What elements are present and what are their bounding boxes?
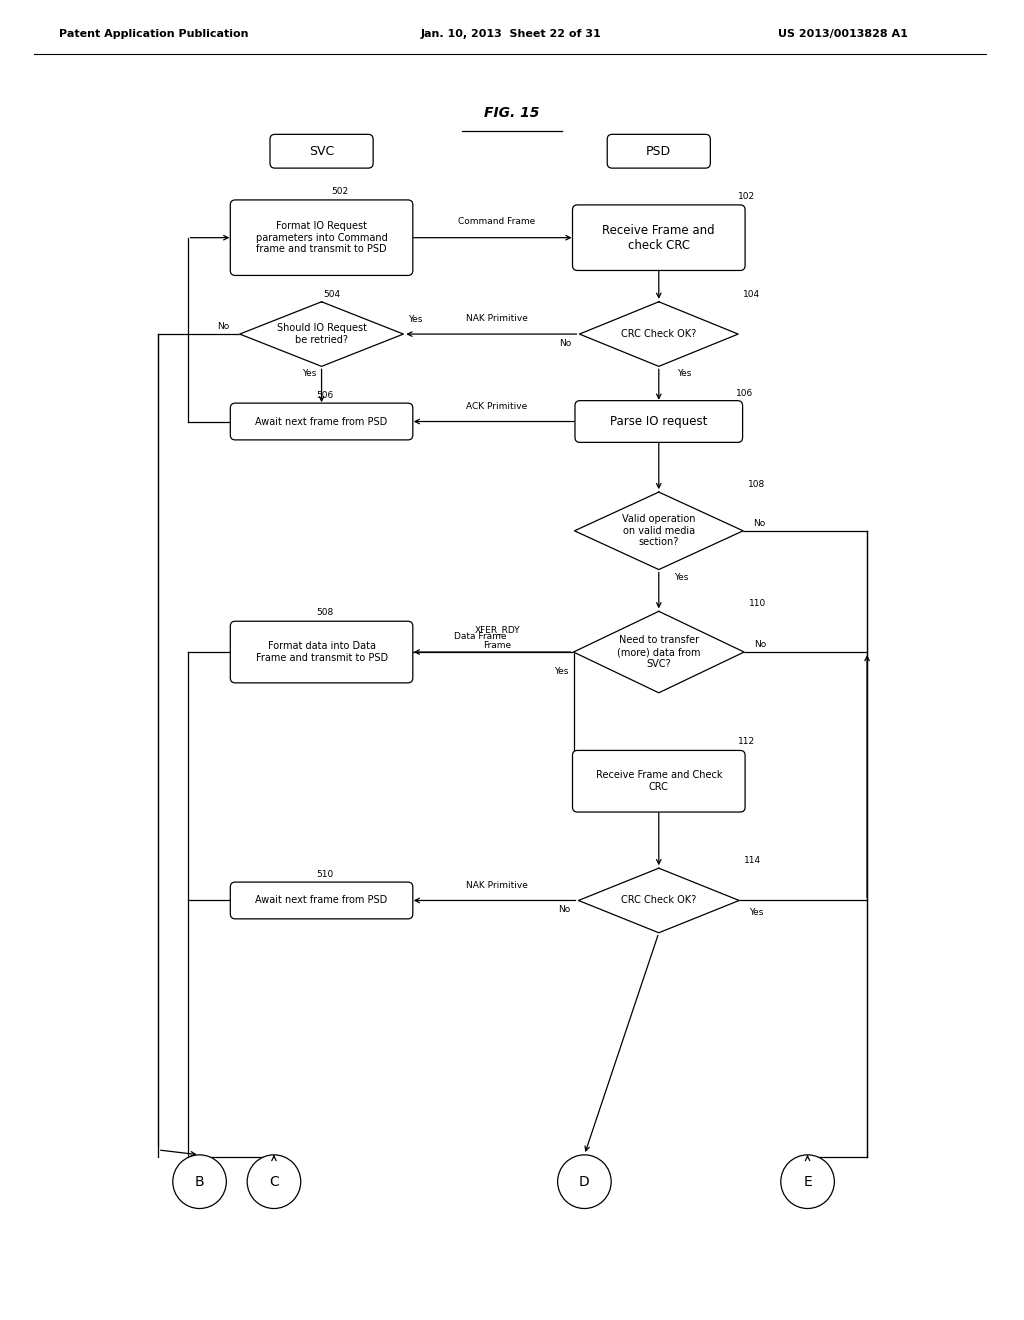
FancyBboxPatch shape <box>230 622 413 682</box>
FancyBboxPatch shape <box>230 403 413 440</box>
Text: Data Frame: Data Frame <box>454 632 507 642</box>
Text: CRC Check OK?: CRC Check OK? <box>622 895 696 906</box>
Text: No: No <box>559 339 571 348</box>
Text: 102: 102 <box>738 191 756 201</box>
Circle shape <box>247 1155 301 1209</box>
Text: No: No <box>558 906 570 915</box>
Text: Yes: Yes <box>674 573 688 582</box>
Text: Receive Frame and
check CRC: Receive Frame and check CRC <box>602 223 715 252</box>
Text: Jan. 10, 2013  Sheet 22 of 31: Jan. 10, 2013 Sheet 22 of 31 <box>421 29 601 40</box>
Text: 502: 502 <box>332 187 348 195</box>
FancyBboxPatch shape <box>230 199 413 276</box>
Text: US 2013/0013828 A1: US 2013/0013828 A1 <box>778 29 907 40</box>
Text: 506: 506 <box>316 391 334 400</box>
Text: 508: 508 <box>316 609 334 618</box>
Text: B: B <box>195 1175 205 1189</box>
Polygon shape <box>574 492 743 569</box>
Text: E: E <box>803 1175 812 1189</box>
Text: C: C <box>269 1175 279 1189</box>
Text: Receive Frame and Check
CRC: Receive Frame and Check CRC <box>596 771 722 792</box>
Text: 108: 108 <box>749 480 765 490</box>
FancyBboxPatch shape <box>572 751 745 812</box>
Text: No: No <box>754 640 766 649</box>
Text: PSD: PSD <box>646 145 672 157</box>
Text: Frame: Frame <box>483 642 511 649</box>
FancyBboxPatch shape <box>230 882 413 919</box>
Text: ACK Primitive: ACK Primitive <box>467 401 527 411</box>
Circle shape <box>173 1155 226 1209</box>
Text: Patent Application Publication: Patent Application Publication <box>58 29 248 40</box>
Text: Yes: Yes <box>554 667 568 676</box>
Text: XFER_RDY: XFER_RDY <box>474 626 520 634</box>
Text: Parse IO request: Parse IO request <box>610 414 708 428</box>
Circle shape <box>780 1155 835 1209</box>
Text: 510: 510 <box>316 870 334 879</box>
FancyBboxPatch shape <box>607 135 711 168</box>
Text: Yes: Yes <box>749 908 764 917</box>
Text: Should IO Request
be retried?: Should IO Request be retried? <box>276 323 367 345</box>
FancyBboxPatch shape <box>270 135 373 168</box>
Text: 106: 106 <box>735 388 753 397</box>
Text: Await next frame from PSD: Await next frame from PSD <box>255 417 388 426</box>
Polygon shape <box>240 302 403 367</box>
Text: Format data into Data
Frame and transmit to PSD: Format data into Data Frame and transmit… <box>256 642 388 663</box>
Text: Yes: Yes <box>677 370 691 379</box>
FancyBboxPatch shape <box>575 401 742 442</box>
Text: D: D <box>579 1175 590 1189</box>
Text: 110: 110 <box>749 599 766 609</box>
Text: No: No <box>217 322 229 331</box>
Polygon shape <box>573 611 744 693</box>
Text: Need to transfer
(more) data from
SVC?: Need to transfer (more) data from SVC? <box>617 635 700 669</box>
Text: 114: 114 <box>744 857 761 865</box>
Text: CRC Check OK?: CRC Check OK? <box>622 329 696 339</box>
Text: 104: 104 <box>743 290 760 298</box>
FancyBboxPatch shape <box>572 205 745 271</box>
Text: 504: 504 <box>324 290 341 298</box>
Text: Await next frame from PSD: Await next frame from PSD <box>255 895 388 906</box>
Polygon shape <box>580 302 738 367</box>
Text: Valid operation
on valid media
section?: Valid operation on valid media section? <box>622 515 695 548</box>
Circle shape <box>558 1155 611 1209</box>
Text: Yes: Yes <box>302 370 316 379</box>
Text: Format IO Request
parameters into Command
frame and transmit to PSD: Format IO Request parameters into Comman… <box>256 220 387 255</box>
Text: FIG. 15: FIG. 15 <box>484 107 540 120</box>
Text: 112: 112 <box>738 738 756 747</box>
Text: Yes: Yes <box>409 315 423 325</box>
Text: Command Frame: Command Frame <box>459 216 536 226</box>
Text: NAK Primitive: NAK Primitive <box>466 880 528 890</box>
Text: SVC: SVC <box>309 145 334 157</box>
Text: No: No <box>753 519 765 528</box>
Polygon shape <box>579 869 739 933</box>
Text: NAK Primitive: NAK Primitive <box>466 314 528 323</box>
